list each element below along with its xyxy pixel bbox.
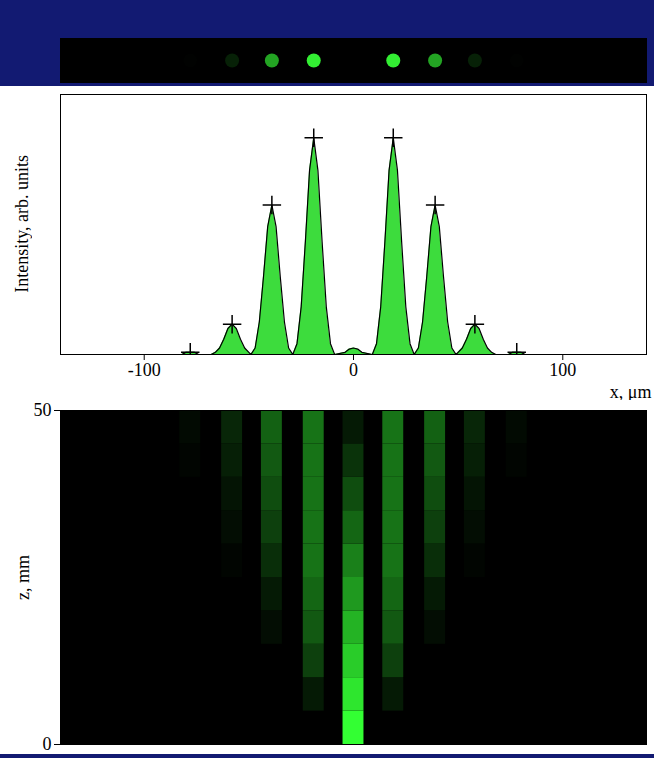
svg-text:z, mm: z, mm [13,555,33,600]
html-text:Intensity, arb. units: Intensity, arb. units [12,155,32,293]
svg-text:100: 100 [549,360,576,380]
svg-text:0: 0 [43,734,52,754]
svg-text:-100: -100 [128,360,161,380]
svg-text:0: 0 [349,360,358,380]
svg-text:x, μm: x, μm [610,382,652,401]
svg-text:50: 50 [34,400,52,420]
